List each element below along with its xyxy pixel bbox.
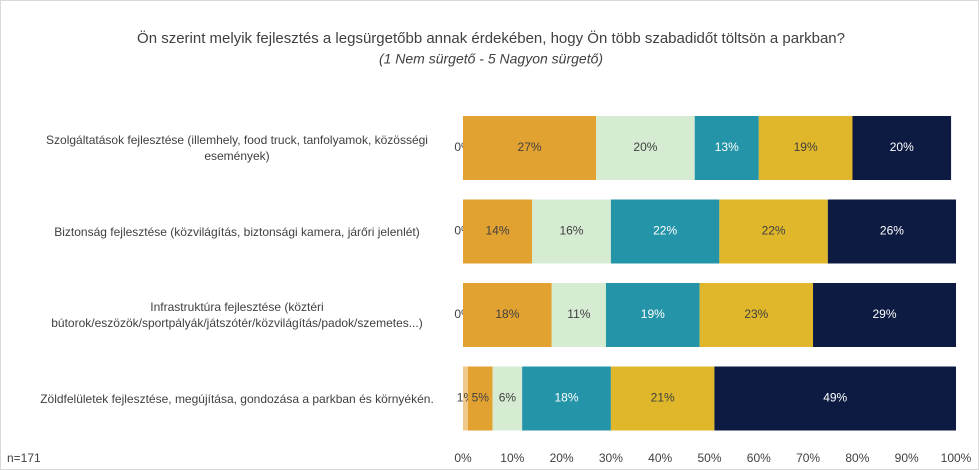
x-tick-label: 30% bbox=[599, 451, 623, 465]
x-tick-label: 10% bbox=[500, 451, 524, 465]
bar-segment bbox=[605, 283, 700, 347]
bar-segment bbox=[852, 116, 952, 180]
bar-segment bbox=[699, 283, 814, 347]
bar-segment bbox=[467, 366, 493, 431]
data-label: 11% bbox=[567, 307, 590, 321]
data-label: 14% bbox=[485, 224, 509, 238]
x-tick-label: 80% bbox=[845, 451, 869, 465]
category-label: Zöldfelületek fejlesztése, megújítása, g… bbox=[40, 391, 434, 406]
annotation: n=171 bbox=[7, 451, 41, 465]
data-label: 19% bbox=[641, 307, 665, 321]
data-label: 5% bbox=[472, 391, 490, 405]
data-label: 23% bbox=[744, 307, 768, 321]
data-label: 18% bbox=[555, 391, 579, 405]
data-label: 22% bbox=[653, 224, 677, 238]
bar-segment bbox=[827, 199, 956, 264]
bar-segment bbox=[610, 366, 715, 431]
x-tick-label: 100% bbox=[941, 451, 972, 465]
data-label: 26% bbox=[880, 224, 904, 238]
x-tick-label: 40% bbox=[648, 451, 672, 465]
data-label: 18% bbox=[495, 307, 519, 321]
data-label: 21% bbox=[651, 391, 675, 405]
bar-segment bbox=[522, 366, 611, 431]
x-tick-label: 0% bbox=[454, 451, 472, 465]
category-label: Infrastruktúra fejlesztése (köztéri búto… bbox=[51, 300, 423, 330]
chart-title: Ön szerint melyik fejlesztés a legsürget… bbox=[137, 29, 845, 47]
x-tick-label: 20% bbox=[550, 451, 574, 465]
x-tick-label: 70% bbox=[796, 451, 820, 465]
bar-segment bbox=[463, 199, 533, 264]
bar-segment bbox=[551, 283, 606, 347]
bar-segment bbox=[813, 283, 956, 347]
chart-subtitle: (1 Nem sürgető - 5 Nagyon sürgető) bbox=[379, 51, 603, 67]
bar-segment bbox=[532, 199, 611, 264]
data-label: 20% bbox=[633, 140, 657, 154]
data-label: 20% bbox=[890, 140, 914, 154]
category-label: Biztonság fejlesztése (közvilágítás, biz… bbox=[54, 224, 420, 239]
data-label: 19% bbox=[794, 140, 818, 154]
x-tick-label: 50% bbox=[697, 451, 721, 465]
x-tick-label: 60% bbox=[747, 451, 771, 465]
bar-segment bbox=[463, 116, 597, 180]
data-label: 13% bbox=[715, 140, 739, 154]
bar-segment bbox=[719, 199, 828, 264]
bar-segment bbox=[694, 116, 759, 180]
data-label: 27% bbox=[518, 140, 542, 154]
bar-segment bbox=[758, 116, 853, 180]
data-label: 49% bbox=[823, 391, 847, 405]
data-label: 29% bbox=[872, 307, 896, 321]
data-label: 22% bbox=[762, 224, 786, 238]
bar-segment bbox=[492, 366, 523, 431]
bar-segment bbox=[463, 366, 468, 431]
bar-segment bbox=[610, 199, 720, 264]
x-tick-label: 90% bbox=[895, 451, 919, 465]
bar-segment bbox=[463, 283, 552, 347]
data-label: 6% bbox=[499, 391, 517, 405]
data-label: 16% bbox=[559, 224, 583, 238]
category-label: Szolgáltatások fejlesztése (illemhely, f… bbox=[46, 133, 428, 163]
bar-segment bbox=[596, 116, 695, 180]
bar-segment bbox=[714, 366, 956, 431]
